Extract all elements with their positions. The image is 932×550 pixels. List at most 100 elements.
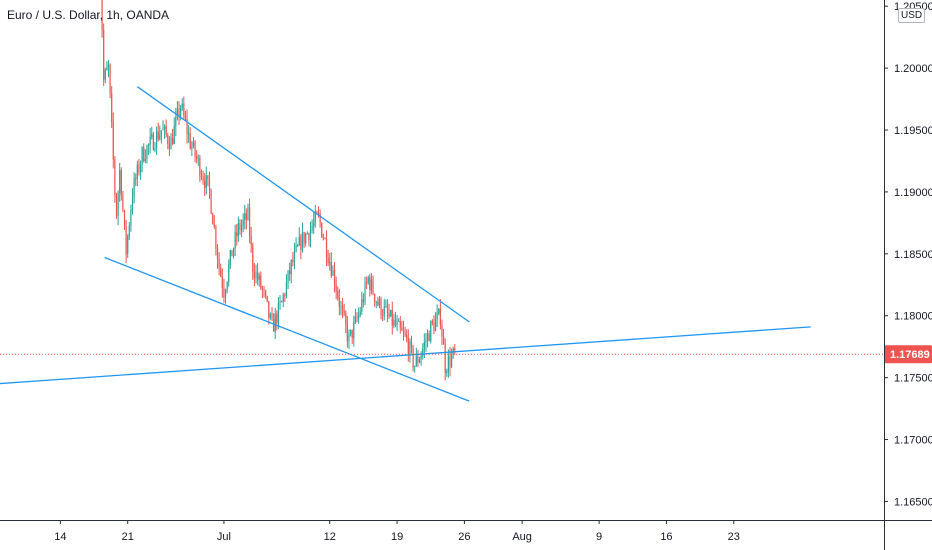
candle-body xyxy=(157,131,159,140)
candle-body xyxy=(175,116,177,127)
candle-body xyxy=(117,193,119,216)
candle-body xyxy=(420,355,422,360)
candle-body xyxy=(330,261,332,276)
candle-body xyxy=(359,311,361,315)
candle-body xyxy=(333,269,336,286)
candle-body xyxy=(143,147,145,162)
candle-body xyxy=(202,177,204,181)
candle-body xyxy=(289,270,291,275)
candle-body xyxy=(159,134,161,140)
candle-body xyxy=(356,316,358,319)
candle-body xyxy=(366,282,368,284)
candle-body xyxy=(298,236,300,246)
candle-body xyxy=(256,271,259,280)
candle-body xyxy=(335,285,337,292)
candle-body xyxy=(444,344,446,373)
candle-body xyxy=(104,70,106,80)
candle-body xyxy=(234,232,236,249)
candle-body xyxy=(192,141,195,147)
candle-body xyxy=(422,348,424,356)
candle-body xyxy=(255,271,257,279)
candle-body xyxy=(300,236,302,250)
candle-body xyxy=(258,275,260,280)
candle-body xyxy=(273,319,275,332)
time-tick-label: Jul xyxy=(217,531,231,543)
candle-body xyxy=(436,313,438,320)
candle-body xyxy=(338,297,340,307)
candle-body xyxy=(417,356,419,363)
candle-body xyxy=(149,136,151,145)
time-tick-label: 26 xyxy=(458,531,470,543)
candle-body xyxy=(327,257,329,263)
candle-body xyxy=(367,277,369,283)
candle-body xyxy=(380,298,382,315)
candle-body xyxy=(119,170,121,194)
candle-body xyxy=(172,138,174,144)
candle-body xyxy=(313,221,315,227)
candle-body xyxy=(268,301,270,318)
candle-body xyxy=(415,356,417,366)
candle-body xyxy=(285,282,288,296)
candle-body xyxy=(297,245,299,247)
candle-body xyxy=(231,250,233,257)
candle-body xyxy=(250,236,252,245)
candle-body xyxy=(152,134,154,151)
candle-body xyxy=(293,250,296,263)
time-tick-label: 9 xyxy=(596,531,602,543)
time-tick-label: 21 xyxy=(122,531,134,543)
candle-body xyxy=(139,164,142,173)
candle-body xyxy=(438,308,440,314)
candle-body xyxy=(252,244,254,272)
candle-body xyxy=(146,145,148,159)
candle-body xyxy=(364,282,366,303)
candle-body xyxy=(155,131,158,149)
price-tick-label: 1.18500 xyxy=(894,249,932,261)
candle-body xyxy=(170,138,172,150)
trendlines[interactable] xyxy=(0,86,811,402)
candle-body xyxy=(442,336,445,345)
candle-body xyxy=(224,290,227,298)
candle-body xyxy=(431,321,433,323)
candle-body xyxy=(346,324,348,342)
candle-body xyxy=(428,333,430,342)
candle-body xyxy=(404,332,406,335)
candle-body xyxy=(337,291,339,298)
candle-body xyxy=(120,170,122,196)
candle-body xyxy=(388,313,390,317)
currency-badge[interactable]: USD xyxy=(898,8,926,23)
candle-body xyxy=(284,294,286,296)
last-price-label: 1.17689 xyxy=(890,349,930,361)
candle-body xyxy=(133,178,135,198)
candle-body xyxy=(162,129,164,131)
candle-body xyxy=(154,148,156,151)
candle-body xyxy=(260,275,262,289)
price-axis[interactable]: 1.205001.200001.195001.190001.185001.180… xyxy=(884,1,932,508)
candle-body xyxy=(410,341,413,348)
candle-body xyxy=(269,314,272,318)
candle-body xyxy=(215,226,217,249)
candle-body xyxy=(173,126,175,144)
candle-body xyxy=(184,115,187,120)
candle-body xyxy=(449,356,451,367)
candle-body xyxy=(223,288,225,298)
candle-body xyxy=(425,341,427,343)
candle-body xyxy=(189,133,191,149)
candle-body xyxy=(144,158,146,162)
candle-body xyxy=(305,234,307,244)
candle-body xyxy=(358,314,360,319)
candle-body xyxy=(210,189,212,214)
candle-body xyxy=(361,299,363,312)
candle-body xyxy=(194,141,196,156)
candle-body xyxy=(131,197,134,210)
candle-body xyxy=(228,264,230,283)
time-axis[interactable]: 14 21 Jul 12 19 26 Aug 9 16 23 xyxy=(54,520,740,543)
candle-body xyxy=(181,103,183,108)
candle-body xyxy=(450,355,453,367)
candle-body xyxy=(382,314,384,316)
price-tick-label: 1.17500 xyxy=(894,373,932,385)
candle-body xyxy=(412,347,414,368)
candle-body xyxy=(287,270,289,283)
candle-body xyxy=(107,64,110,69)
candle-body xyxy=(446,371,448,373)
